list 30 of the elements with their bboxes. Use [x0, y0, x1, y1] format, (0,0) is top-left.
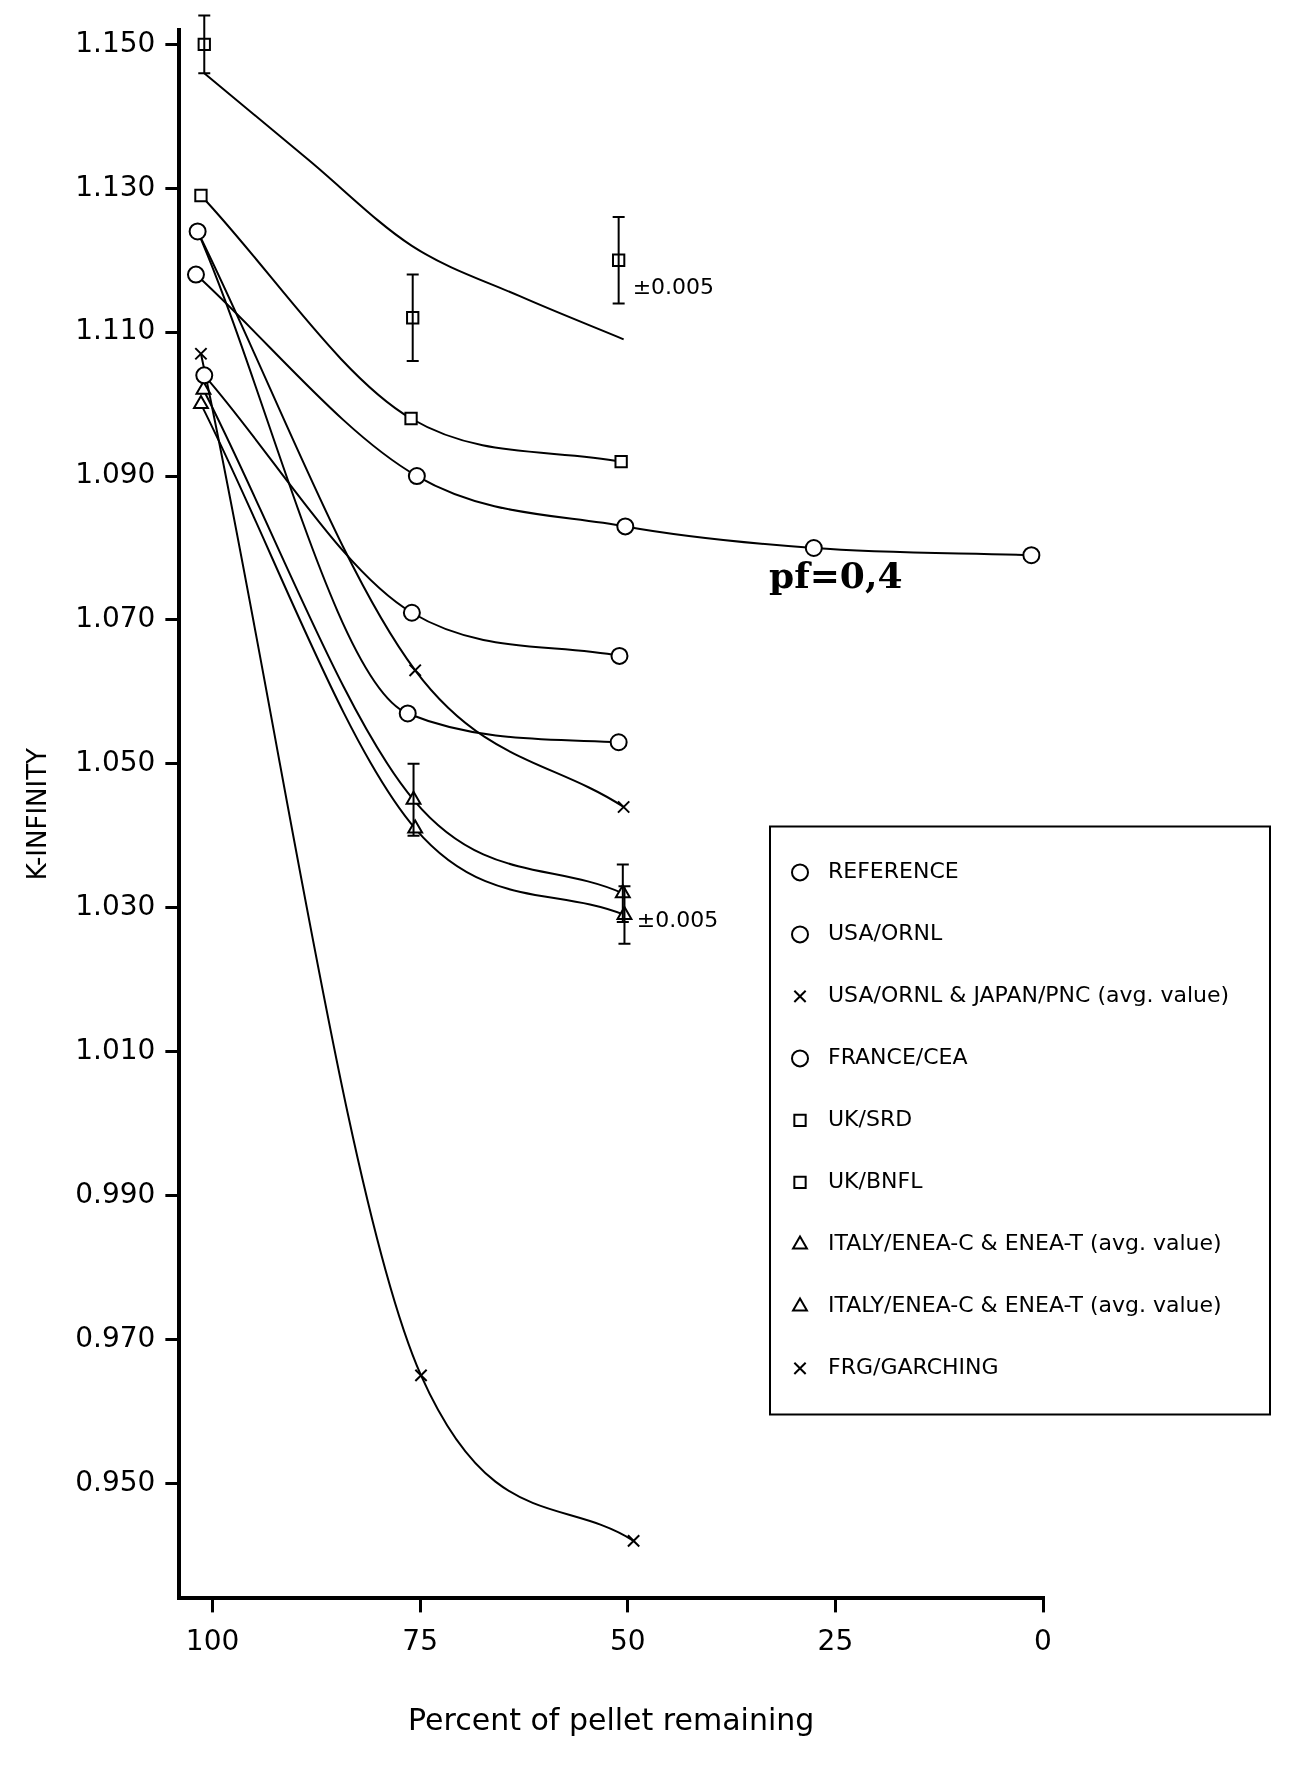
y-tick-label: 1.090 [75, 457, 156, 491]
y-tick-label: 0.970 [75, 1320, 156, 1354]
legend-label: ITALY/ENEA-C & ENEA-T (avg. value) [828, 1292, 1222, 1318]
x-tick-label: 0 [1034, 1624, 1052, 1658]
y-tick-label: 1.150 [75, 25, 156, 59]
legend-label: UK/BNFL [828, 1168, 924, 1194]
annotation: ±0.005 [636, 907, 719, 933]
legend-label: FRG/GARCHING [828, 1354, 999, 1380]
y-tick-label: 1.130 [75, 169, 156, 203]
y-tick-label: 1.050 [75, 745, 156, 779]
annotation: pf=0,4 [769, 554, 903, 597]
legend-label: REFERENCE [828, 858, 959, 884]
x-tick-label: 100 [185, 1624, 240, 1658]
x-tick-label: 50 [609, 1624, 646, 1658]
legend-label: ITALY/ENEA-C & ENEA-T (avg. value) [828, 1230, 1222, 1256]
y-tick-label: 0.990 [75, 1176, 156, 1210]
y-tick-label: 1.070 [75, 601, 156, 635]
annotation: ±0.005 [632, 273, 715, 299]
y-tick-label: 1.110 [75, 313, 156, 347]
y-tick-label: 0.950 [75, 1464, 156, 1498]
y-tick-label: 1.010 [75, 1032, 156, 1066]
legend-label: UK/SRD [828, 1106, 913, 1132]
y-tick-label: 1.030 [75, 889, 156, 923]
x-axis-title: Percent of pellet remaining [408, 1701, 815, 1737]
y-axis-title: K-INFINITY [22, 747, 53, 881]
x-tick-label: 75 [402, 1624, 438, 1658]
x-tick-label: 25 [817, 1624, 854, 1658]
legend-label: FRANCE/CEA [828, 1044, 968, 1070]
legend-label: USA/ORNL & JAPAN/PNC (avg. value) [828, 982, 1230, 1008]
legend-label: USA/ORNL [828, 920, 943, 946]
